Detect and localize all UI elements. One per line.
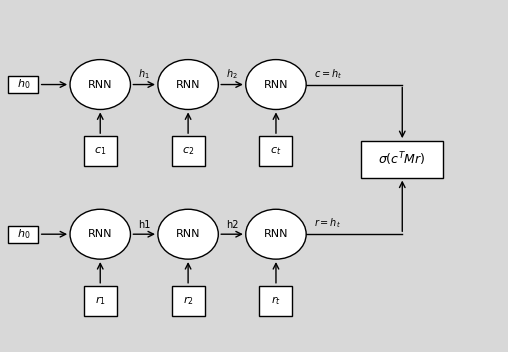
Text: h2: h2 (226, 220, 238, 230)
Text: RNN: RNN (264, 80, 288, 89)
Ellipse shape (246, 209, 306, 259)
Text: $r_1$: $r_1$ (95, 294, 106, 307)
Text: $r_t$: $r_t$ (271, 294, 281, 307)
Text: RNN: RNN (176, 80, 200, 89)
Ellipse shape (158, 59, 218, 109)
Ellipse shape (246, 59, 306, 109)
FancyBboxPatch shape (84, 136, 117, 166)
FancyBboxPatch shape (8, 226, 39, 243)
Text: $h_0$: $h_0$ (17, 78, 30, 92)
FancyBboxPatch shape (361, 141, 443, 178)
Ellipse shape (158, 209, 218, 259)
Text: $c_1$: $c_1$ (94, 145, 106, 157)
Text: $h_0$: $h_0$ (17, 227, 30, 241)
Text: h1: h1 (138, 220, 150, 230)
FancyBboxPatch shape (172, 286, 205, 316)
Ellipse shape (70, 59, 131, 109)
Text: $h_1$: $h_1$ (138, 67, 150, 81)
Text: RNN: RNN (88, 80, 112, 89)
Text: $c_t$: $c_t$ (270, 145, 281, 157)
FancyBboxPatch shape (84, 286, 117, 316)
Text: $c_2$: $c_2$ (182, 145, 194, 157)
Text: $r_2$: $r_2$ (183, 294, 194, 307)
FancyBboxPatch shape (172, 136, 205, 166)
Ellipse shape (70, 209, 131, 259)
Text: RNN: RNN (176, 229, 200, 239)
FancyBboxPatch shape (260, 286, 293, 316)
Text: $r = h_t$: $r = h_t$ (314, 216, 341, 230)
Text: RNN: RNN (88, 229, 112, 239)
Text: $c = h_t$: $c = h_t$ (314, 67, 343, 81)
Text: RNN: RNN (264, 229, 288, 239)
Text: $\sigma(c^T M r)$: $\sigma(c^T M r)$ (378, 151, 426, 168)
Text: $h_2$: $h_2$ (226, 67, 238, 81)
FancyBboxPatch shape (8, 76, 39, 93)
FancyBboxPatch shape (260, 136, 293, 166)
